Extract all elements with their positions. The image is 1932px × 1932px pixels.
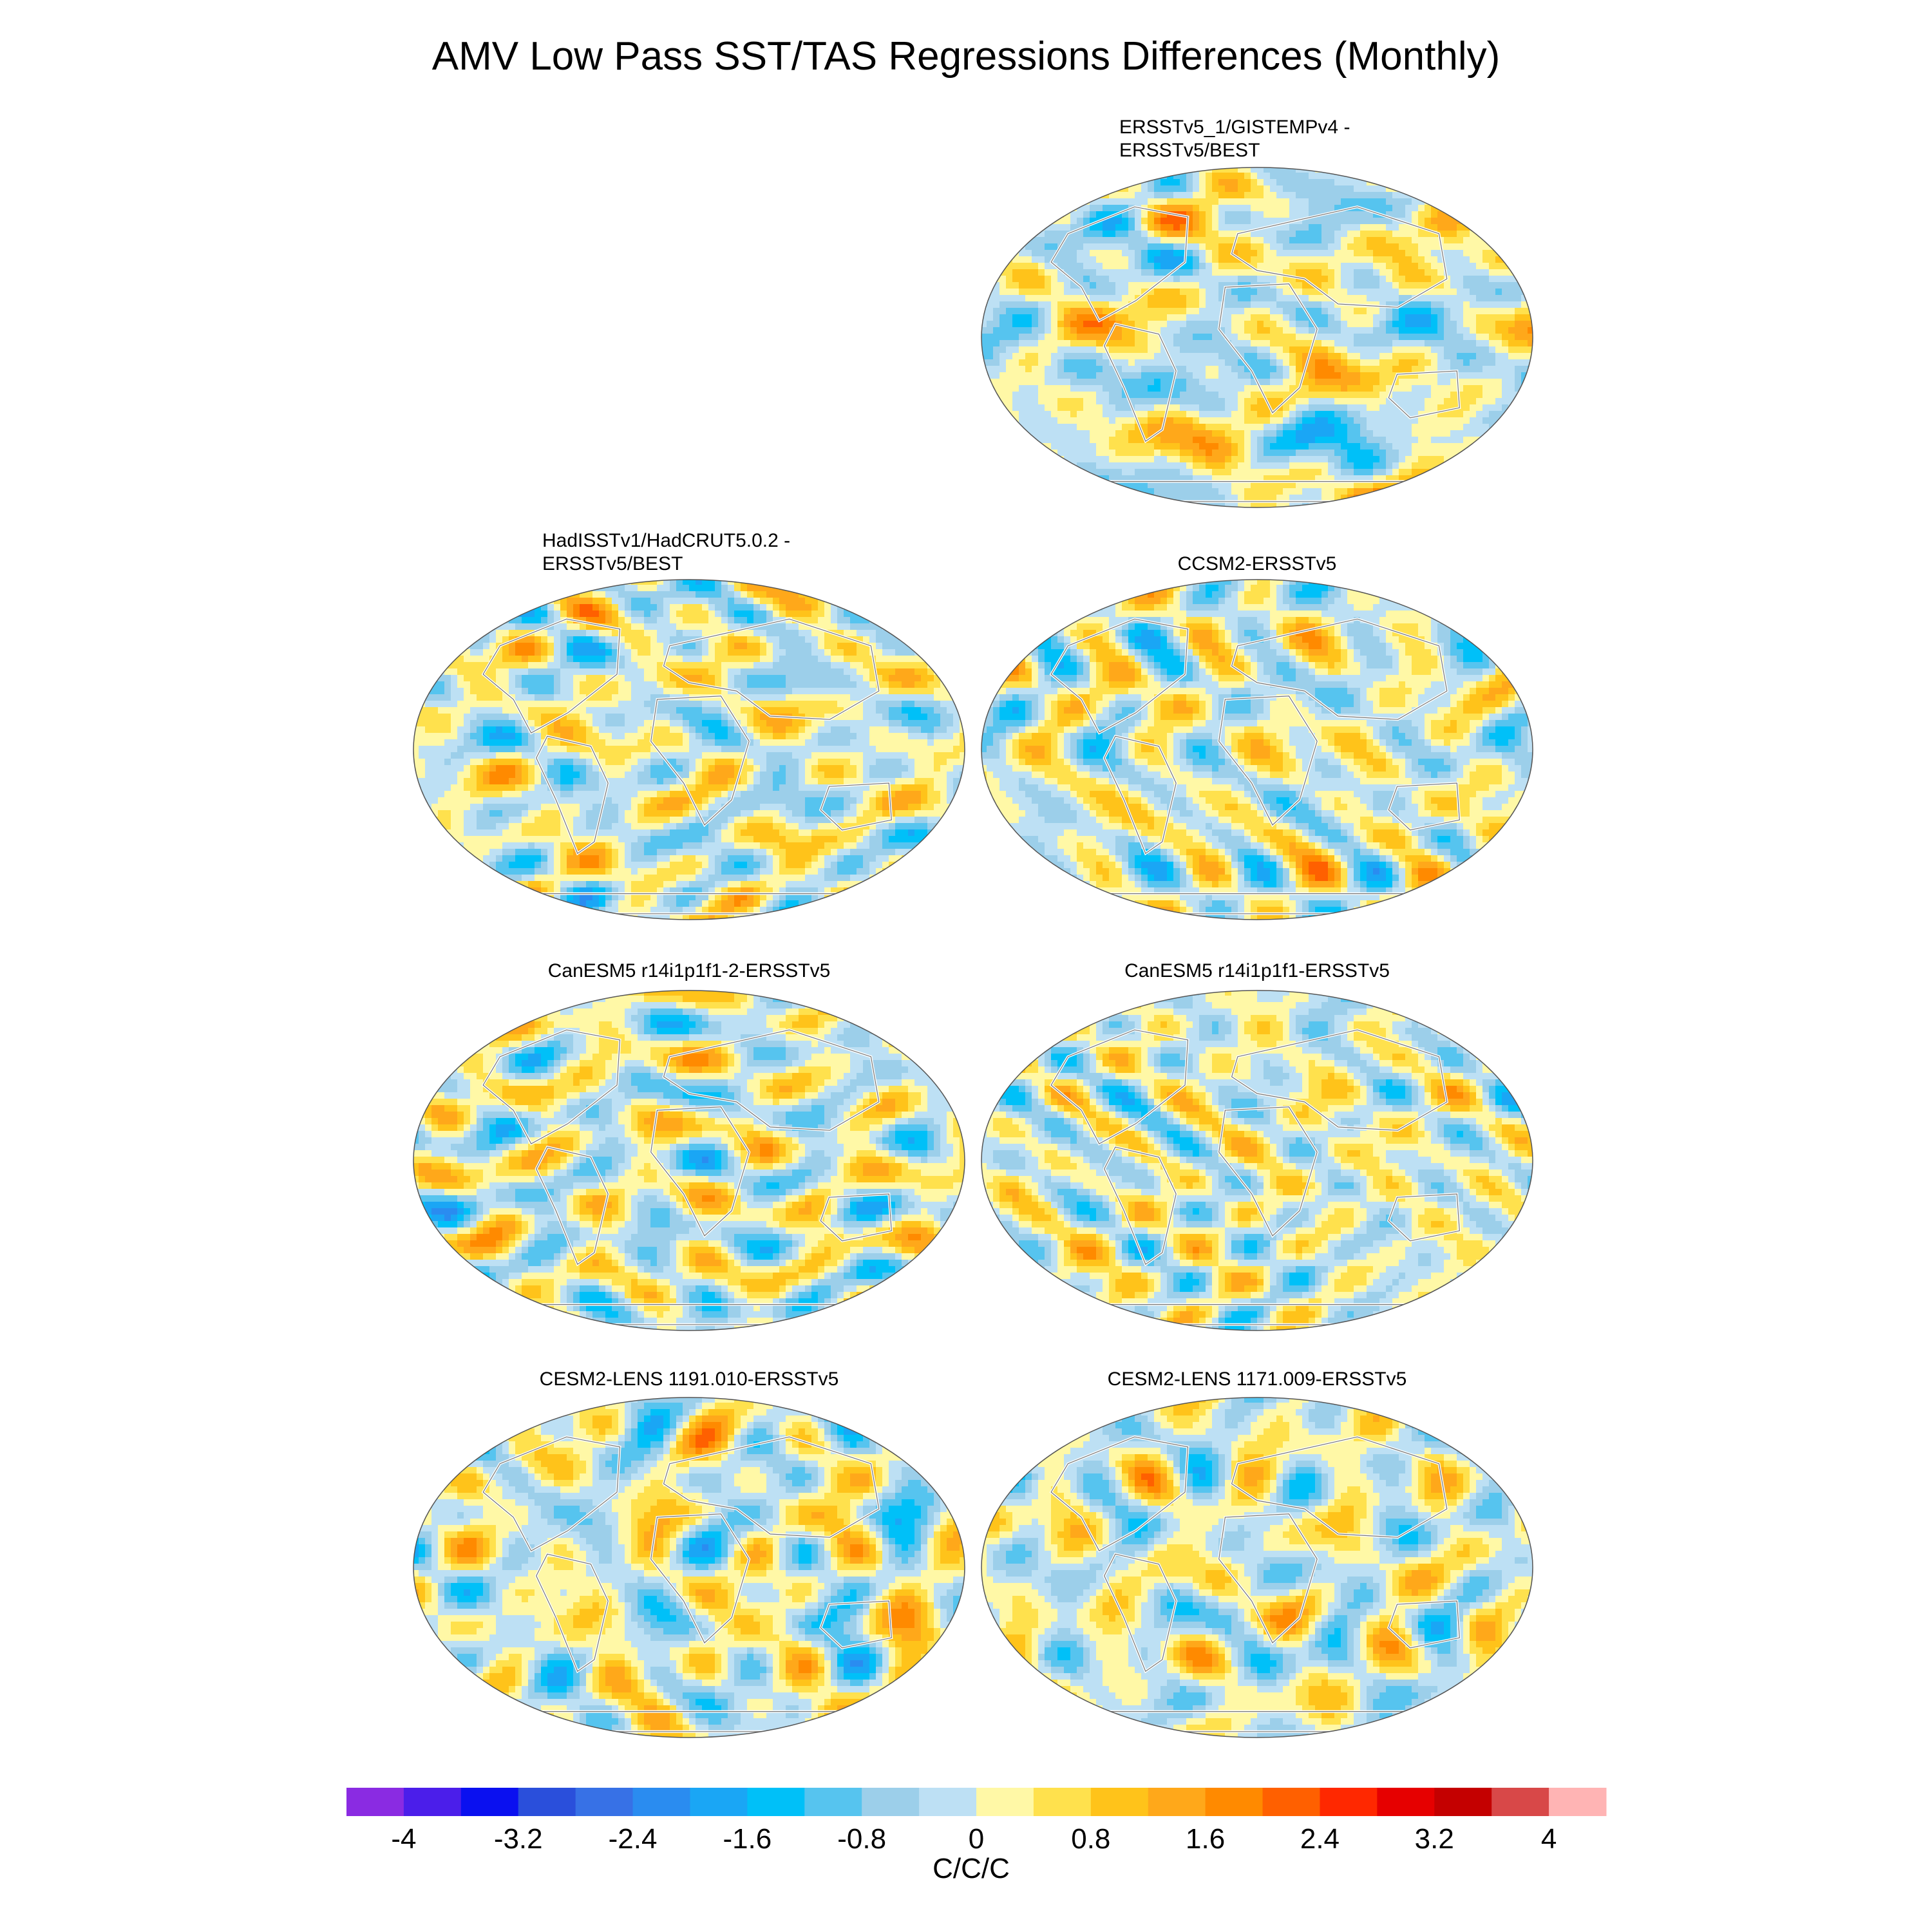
map-border <box>981 1397 1533 1738</box>
panel-title-line: CanESM5 r14i1p1f1-2-ERSSTv5 <box>412 960 966 983</box>
panel-title-hadisst-hadcrut: HadISSTv1/HadCRUT5.0.2 - ERSSTv5/BEST <box>542 529 929 576</box>
map-border <box>981 167 1533 508</box>
map-panel-canesm5 <box>980 989 1534 1332</box>
colorbar-swatch <box>1205 1788 1264 1816</box>
field-cells <box>981 990 1533 1331</box>
colorbar-swatch <box>1377 1788 1435 1816</box>
panel-title-line: ERSSTv5/BEST <box>1119 139 1506 162</box>
colorbar-swatch <box>690 1788 748 1816</box>
map-svg <box>981 579 1533 920</box>
colorbar-tick-label: 0 <box>969 1823 984 1855</box>
map-border <box>981 579 1533 920</box>
colorbar-tick-label: -2.4 <box>609 1823 658 1855</box>
figure-title: AMV Low Pass SST/TAS Regressions Differe… <box>0 33 1932 79</box>
field-cells <box>413 1397 965 1738</box>
colorbar-swatch <box>1434 1788 1492 1816</box>
field-cells <box>981 580 1533 920</box>
map-panel-cesm2-1191 <box>412 1396 966 1739</box>
map-border <box>981 990 1533 1331</box>
panel-title-line: HadISSTv1/HadCRUT5.0.2 - <box>542 529 929 553</box>
map-panel-hadisst-hadcrut <box>412 578 966 921</box>
field-cells <box>413 580 965 920</box>
map-panel-ersst-gistemp <box>980 166 1534 509</box>
colorbar-swatch <box>1492 1788 1549 1816</box>
field-cells <box>981 167 1533 507</box>
colorbar-swatch <box>1090 1788 1149 1816</box>
map-svg <box>413 579 965 920</box>
colorbar-tick-label: 1.6 <box>1186 1823 1225 1855</box>
colorbar-swatches <box>346 1788 1607 1816</box>
map-panel-ccsm2 <box>980 578 1534 921</box>
panel-title-line: CanESM5 r14i1p1f1-ERSSTv5 <box>980 960 1534 983</box>
map-svg <box>413 1397 965 1738</box>
colorbar-swatch <box>1320 1788 1378 1816</box>
panel-title-cesm2-1171: CESM2-LENS 1171.009-ERSSTv5 <box>980 1368 1534 1391</box>
panel-title-line: ERSSTv5/BEST <box>542 553 929 576</box>
panel-title-ccsm2: CCSM2-ERSSTv5 <box>980 553 1534 576</box>
colorbar-swatch <box>518 1788 576 1816</box>
colorbar-swatch <box>976 1788 1034 1816</box>
panel-title-ersst-gistemp: ERSSTv5_1/GISTEMPv4 - ERSSTv5/BEST <box>1119 116 1506 162</box>
coastlines <box>481 1028 893 1326</box>
colorbar-tick-label: -3.2 <box>494 1823 543 1855</box>
colorbar-swatch <box>862 1788 920 1816</box>
map-svg <box>981 990 1533 1331</box>
colorbar-tick-label: 2.4 <box>1300 1823 1340 1855</box>
map-border <box>413 579 965 920</box>
coastlines <box>1049 1028 1461 1326</box>
colorbar-swatch <box>346 1788 404 1816</box>
panel-title-line: ERSSTv5_1/GISTEMPv4 - <box>1119 116 1506 139</box>
colorbar-swatch <box>460 1788 519 1816</box>
map-svg <box>981 1397 1533 1738</box>
panel-title-canesm5-2: CanESM5 r14i1p1f1-2-ERSSTv5 <box>412 960 966 983</box>
panel-title-canesm5: CanESM5 r14i1p1f1-ERSSTv5 <box>980 960 1534 983</box>
colorbar-tick-label: -0.8 <box>837 1823 886 1855</box>
colorbar-swatch <box>1262 1788 1320 1816</box>
map-panel-canesm5-2 <box>412 989 966 1332</box>
colorbar-swatch <box>747 1788 805 1816</box>
panel-title-line: CCSM2-ERSSTv5 <box>980 553 1534 576</box>
panel-title-line: CESM2-LENS 1191.010-ERSSTv5 <box>412 1368 966 1391</box>
colorbar-tick-label: 3.2 <box>1415 1823 1454 1855</box>
map-border <box>413 1397 965 1738</box>
colorbar-tick-label: -4 <box>391 1823 416 1855</box>
panel-title-line: CESM2-LENS 1171.009-ERSSTv5 <box>980 1368 1534 1391</box>
colorbar-tick-label: -1.6 <box>723 1823 772 1855</box>
colorbar-swatch <box>632 1788 690 1816</box>
map-border <box>413 990 965 1331</box>
colorbar-swatch <box>919 1788 977 1816</box>
colorbar-tick-labels: -4 -3.2 -2.4 -1.6 -0.8 0 0.8 1.6 2.4 3.2 4 <box>391 1823 1557 1855</box>
colorbar-swatch <box>1033 1788 1092 1816</box>
colorbar-swatch <box>1549 1788 1607 1816</box>
colorbar-swatch <box>804 1788 862 1816</box>
colorbar-swatch <box>403 1788 462 1816</box>
colorbar-tick-label: 0.8 <box>1071 1823 1110 1855</box>
colorbar-label: C/C/C <box>933 1853 1010 1884</box>
panel-title-cesm2-1191: CESM2-LENS 1191.010-ERSSTv5 <box>412 1368 966 1391</box>
map-svg <box>413 990 965 1331</box>
map-panel-cesm2-1171 <box>980 1396 1534 1739</box>
map-svg <box>981 167 1533 508</box>
field-cells <box>981 1397 1533 1738</box>
field-cells <box>413 990 965 1331</box>
colorbar-swatch <box>575 1788 634 1816</box>
colorbar-swatch <box>1148 1788 1206 1816</box>
colorbar-tick-label: 4 <box>1541 1823 1557 1855</box>
